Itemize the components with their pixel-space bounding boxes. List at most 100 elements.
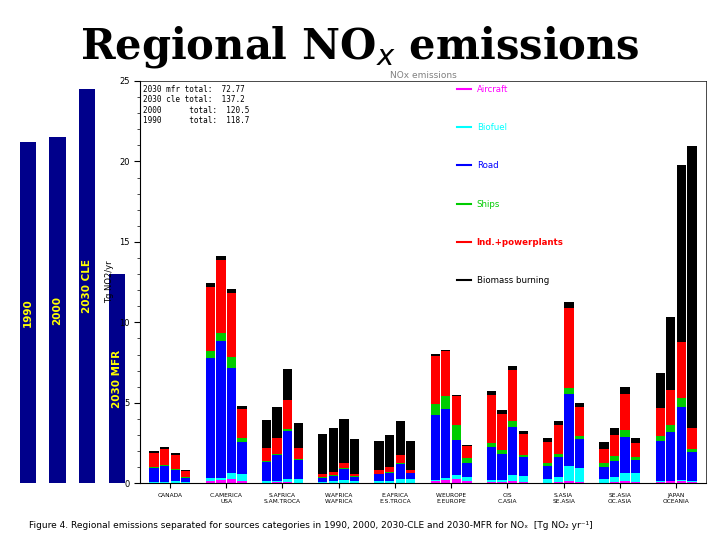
- Bar: [656, 481, 665, 482]
- Bar: [451, 475, 461, 480]
- Bar: [350, 474, 359, 476]
- Bar: [109, 274, 125, 483]
- Bar: [272, 454, 282, 455]
- Bar: [677, 342, 686, 399]
- Bar: [181, 477, 190, 482]
- Bar: [564, 481, 574, 483]
- Bar: [160, 466, 169, 482]
- Bar: [227, 480, 236, 483]
- Bar: [451, 480, 461, 483]
- Bar: [564, 302, 574, 308]
- Bar: [451, 395, 461, 396]
- Bar: [171, 470, 180, 481]
- Bar: [339, 469, 348, 481]
- Bar: [621, 430, 630, 437]
- Bar: [441, 478, 451, 480]
- Bar: [554, 477, 563, 482]
- Bar: [283, 479, 292, 482]
- Bar: [518, 431, 528, 434]
- Bar: [238, 438, 247, 442]
- Bar: [451, 426, 461, 440]
- Bar: [238, 409, 247, 438]
- Bar: [508, 475, 517, 481]
- Bar: [294, 459, 303, 460]
- Bar: [487, 480, 496, 482]
- Bar: [575, 436, 584, 438]
- Bar: [395, 464, 405, 478]
- Bar: [181, 482, 190, 483]
- Bar: [294, 460, 303, 480]
- Bar: [518, 476, 528, 482]
- Bar: [564, 388, 574, 394]
- Bar: [79, 89, 95, 483]
- Bar: [621, 395, 630, 430]
- Bar: [216, 333, 225, 341]
- Text: Aircraft: Aircraft: [477, 85, 508, 94]
- Bar: [518, 455, 528, 457]
- Bar: [451, 396, 461, 426]
- Text: 2030 MFR: 2030 MFR: [112, 349, 122, 408]
- Bar: [656, 435, 665, 441]
- Bar: [677, 399, 686, 407]
- Bar: [487, 395, 496, 443]
- Bar: [451, 440, 461, 475]
- Bar: [543, 442, 552, 463]
- Bar: [339, 468, 348, 469]
- Bar: [441, 409, 451, 478]
- Bar: [610, 482, 619, 483]
- Bar: [262, 481, 271, 483]
- Bar: [498, 480, 507, 482]
- Bar: [385, 435, 395, 467]
- Bar: [406, 441, 415, 470]
- Bar: [216, 341, 225, 478]
- Bar: [656, 373, 665, 408]
- Bar: [294, 448, 303, 459]
- Bar: [599, 467, 608, 478]
- Bar: [677, 481, 686, 483]
- Bar: [150, 467, 158, 468]
- Bar: [350, 477, 359, 481]
- Text: 2030 mfr total:  72.77
2030 cle total:  137.2
2000      total:  120.5
1990      : 2030 mfr total: 72.77 2030 cle total: 13…: [143, 85, 250, 125]
- Bar: [610, 477, 619, 482]
- Bar: [462, 463, 472, 477]
- Bar: [272, 455, 282, 481]
- Bar: [238, 475, 247, 481]
- Bar: [575, 407, 584, 436]
- Bar: [656, 441, 665, 481]
- Text: Ind.+powerplants: Ind.+powerplants: [477, 238, 564, 247]
- Bar: [498, 414, 507, 450]
- Bar: [431, 354, 440, 356]
- Bar: [171, 481, 180, 483]
- Bar: [406, 479, 415, 483]
- Bar: [206, 478, 215, 481]
- Text: 1990: 1990: [23, 298, 33, 327]
- Text: 2030 CLE: 2030 CLE: [82, 259, 92, 313]
- Bar: [564, 394, 574, 467]
- Bar: [318, 477, 328, 482]
- Bar: [575, 482, 584, 483]
- Bar: [621, 387, 630, 395]
- Bar: [575, 403, 584, 407]
- Bar: [181, 471, 190, 477]
- Bar: [631, 457, 640, 460]
- Bar: [216, 480, 225, 483]
- Y-axis label: Tg NO2/yr: Tg NO2/yr: [105, 261, 114, 303]
- Bar: [462, 445, 472, 446]
- Text: Figure 4. Regional emissions separated for sources categories in 1990, 2000, 203: Figure 4. Regional emissions separated f…: [29, 521, 593, 530]
- Bar: [631, 443, 640, 457]
- Bar: [272, 481, 282, 483]
- Bar: [294, 480, 303, 483]
- Bar: [610, 456, 619, 461]
- Bar: [206, 287, 215, 352]
- Bar: [339, 481, 348, 483]
- Bar: [462, 446, 472, 457]
- Bar: [262, 420, 271, 448]
- Bar: [441, 480, 451, 483]
- Bar: [160, 482, 169, 483]
- Bar: [487, 391, 496, 395]
- Bar: [216, 256, 225, 260]
- Bar: [462, 457, 472, 463]
- Bar: [610, 435, 619, 456]
- Bar: [656, 408, 665, 435]
- Bar: [216, 478, 225, 480]
